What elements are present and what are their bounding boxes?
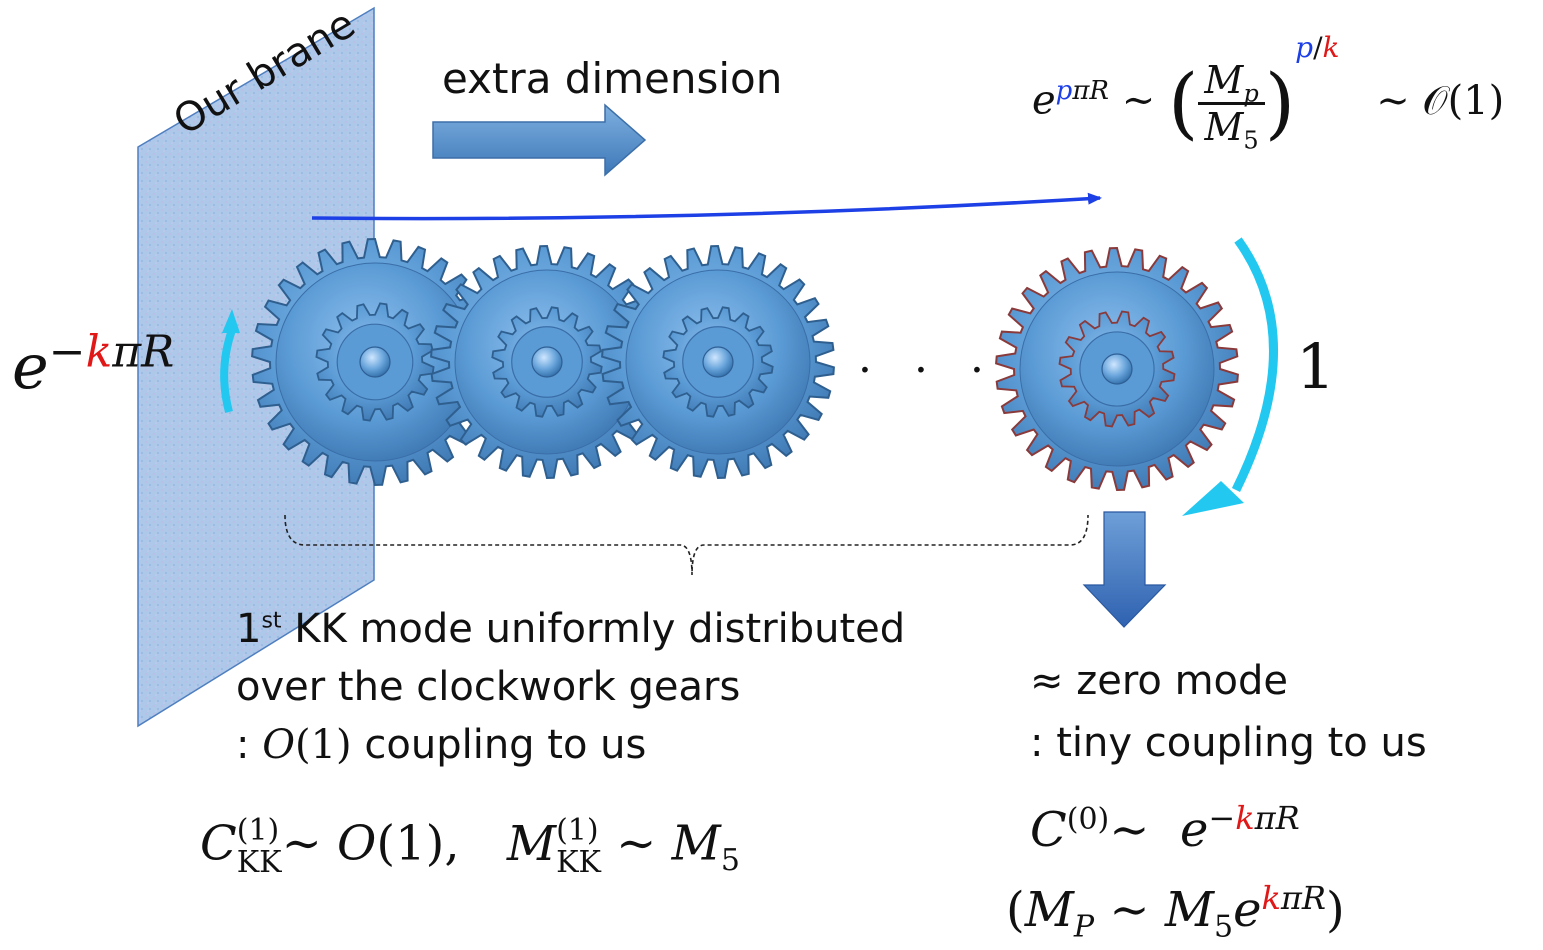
formula-symbol: M [1204,105,1244,149]
text-fragment: coupling to us [351,722,647,768]
formula-symbol: M [1164,882,1214,938]
formula-symbol: ( [1006,882,1025,938]
formula-symbol: C [1030,802,1067,858]
text-line: : tiny coupling to us [1030,720,1427,766]
formula-symbol: e [12,330,49,403]
gear-2 [430,244,664,480]
left-factor: e−kπR [12,330,174,403]
formula-symbol: M [1204,58,1244,102]
formula-symbol: 5 [720,843,740,879]
formula-symbol: ∼ 𝒪(1) [1376,77,1505,124]
distribution-brace [284,514,1089,576]
formula-symbol: e [1233,882,1262,938]
formula-symbol: ) [1326,882,1345,938]
formula-symbol: M [1024,882,1074,938]
formula-symbol: KK [556,845,601,880]
kk-coupling-formula: C (1) KK ∼ O(1), M (1) KK ∼ M5 [200,815,740,879]
formula-symbol: / [1313,31,1323,65]
formula-symbol: 5 [1213,909,1234,945]
formula-symbol: ∼ [1121,77,1156,124]
formula-symbol: k [85,326,113,378]
zero-mode-description: ≈ zero mode : tiny coupling to us [1030,650,1427,774]
formula-symbol: (1) [295,722,352,768]
formula-symbol: P [1073,909,1095,945]
formula-symbol: πR [1072,76,1109,107]
formula-symbol: (1), [376,815,460,872]
gear-chain [251,237,1239,492]
formula-symbol: πR [1280,879,1326,917]
rotation-arrow-left [220,309,240,414]
formula-symbol: (1) [556,813,599,848]
text-fragment: 1 [236,606,262,652]
extra-dimension-label: extra dimension [442,54,783,103]
brane-plane [137,6,375,728]
gear-1 [251,237,499,487]
zero-mode-formula: C(0)∼ e−kπR (MP ∼ M5ekπR) [1006,790,1345,950]
formula-symbol: e [1032,77,1056,124]
text-fragment: zero mode [1063,658,1289,704]
formula-symbol: M [671,815,721,872]
extra-dimension-arrow [432,103,647,177]
text-line: over the clockwork gears [236,664,741,710]
formula-symbol: πR [112,326,175,378]
formula-symbol: e [1179,802,1209,858]
formula-symbol: k [1322,31,1340,65]
top-formula: epπR ∼ (Mp M5)p/k ∼ 𝒪(1) [1032,34,1505,153]
formula-symbol: 5 [1243,126,1259,155]
kk-mode-description: 1st KK mode uniformly distributed over t… [236,600,905,774]
formula-symbol: ∼ [616,815,657,872]
formula-symbol: ∼ [1109,802,1150,858]
right-value: 1 [1296,330,1336,403]
formula-symbol: ∼ [1109,882,1150,938]
gear-3 [601,244,835,480]
gear-last [995,246,1239,492]
formula-symbol: k [1261,879,1281,917]
formula-symbol: p [1055,76,1073,107]
formula-symbol: ∼ [281,815,322,872]
formula-symbol: πR [1254,799,1300,837]
formula-symbol: M [506,815,557,872]
formula-symbol: KK [236,845,282,880]
coupling-line [311,192,1102,221]
formula-symbol: (1) [236,813,280,848]
text-fragment: st [261,608,282,634]
rotation-arrow-right [1182,237,1278,516]
text-fragment: ≈ [1030,658,1064,704]
formula-symbol: ) [1264,58,1296,149]
formula-symbol: ( [1167,58,1199,149]
formula-symbol: (0) [1066,802,1110,837]
formula-symbol: O [337,815,377,872]
formula-symbol: p [1243,79,1259,108]
formula-symbol: k [1235,799,1255,837]
gear-dots: · · · [858,345,998,396]
formula-symbol: O [262,722,295,768]
zero-mode-down-arrow [1082,511,1167,628]
formula-symbol: C [200,815,237,872]
formula-symbol: − [48,326,86,378]
formula-symbol: p [1295,31,1314,65]
text-fragment: : [236,722,250,768]
text-fragment: KK mode uniformly distributed [281,606,906,652]
formula-symbol: − [1208,799,1236,837]
